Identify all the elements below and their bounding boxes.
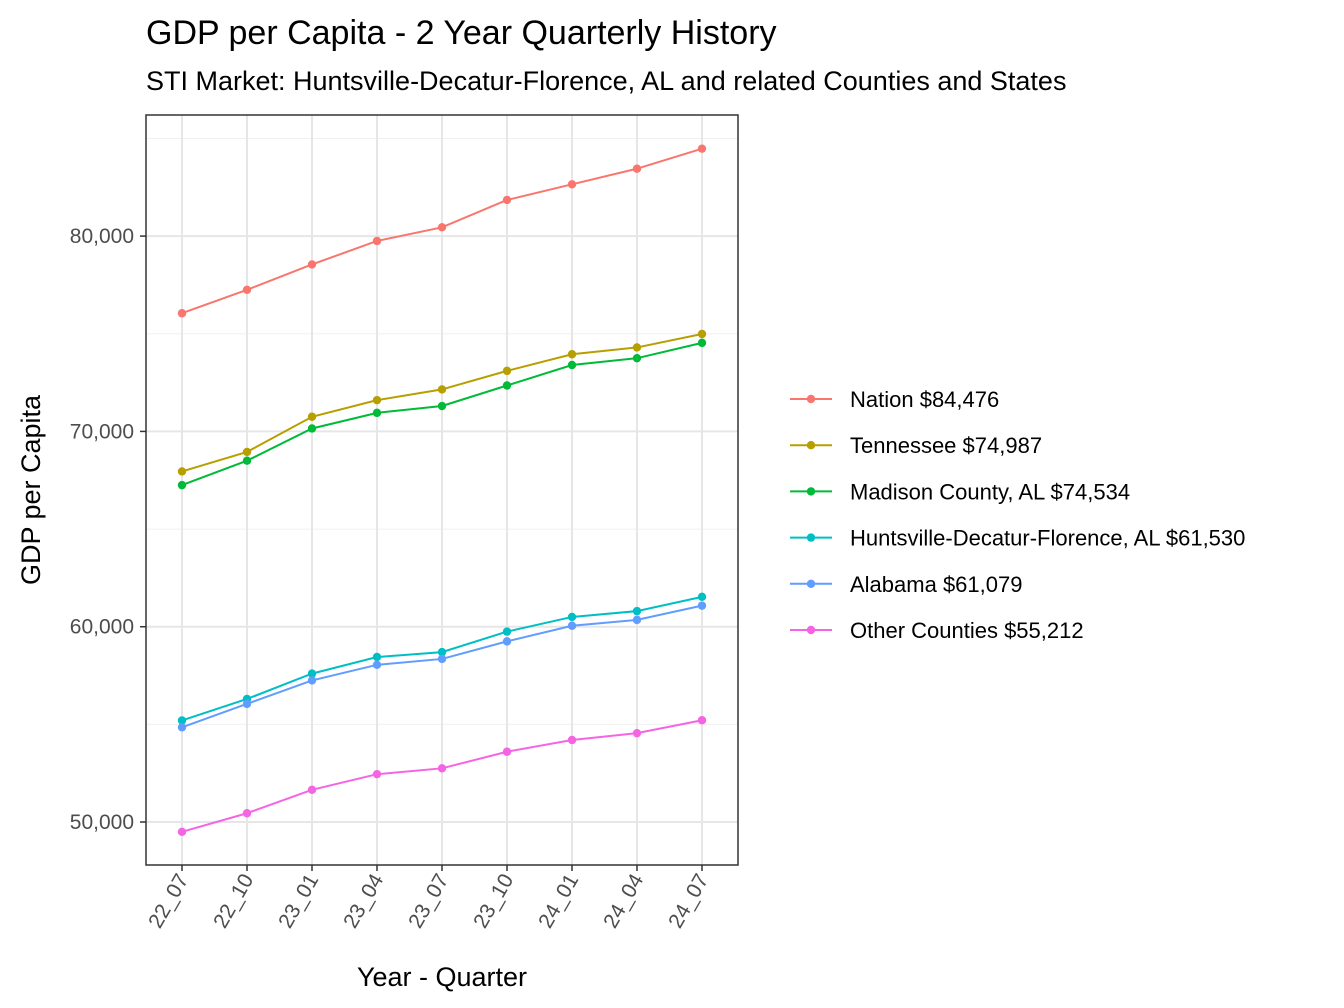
data-point (437, 647, 447, 657)
data-point (372, 769, 382, 779)
data-point (697, 338, 707, 348)
x-tick-label: 22_07 (144, 870, 193, 932)
data-point (697, 601, 707, 610)
data-point (177, 480, 187, 490)
data-point (632, 615, 642, 625)
x-tick-label: 23_01 (274, 870, 323, 932)
legend-label: Nation $84,476 (850, 387, 999, 412)
data-point (242, 809, 252, 818)
data-point (372, 236, 382, 246)
x-axis-title: Year - Quarter (357, 962, 527, 992)
data-point (502, 747, 512, 756)
data-point (372, 408, 382, 418)
x-tick-label: 22_10 (209, 870, 258, 932)
data-point (502, 195, 512, 205)
data-point (502, 627, 512, 636)
data-point (632, 164, 642, 173)
data-point (177, 716, 187, 725)
legend-label: Huntsville-Decatur-Florence, AL $61,530 (850, 526, 1245, 551)
data-point (502, 366, 512, 376)
data-point (242, 447, 252, 457)
legend-label: Alabama $61,079 (850, 572, 1022, 597)
data-point (307, 260, 317, 269)
data-point (632, 606, 642, 616)
series-lines (177, 144, 707, 836)
chart-subtitle: STI Market: Huntsville-Decatur-Florence,… (146, 66, 1066, 96)
data-point (567, 612, 577, 622)
data-point (697, 716, 707, 725)
data-point (502, 381, 512, 390)
data-point (437, 223, 447, 232)
y-tick-label: 80,000 (70, 225, 134, 248)
data-point (177, 723, 187, 732)
legend-label: Other Counties $55,212 (850, 618, 1084, 643)
data-point (502, 637, 512, 646)
data-point (177, 467, 187, 476)
data-point (567, 350, 577, 359)
legend-key-point (806, 441, 816, 450)
legend-key-point (806, 625, 816, 635)
data-point (567, 180, 577, 189)
x-tick-label: 24_04 (599, 870, 648, 932)
data-point (307, 785, 317, 795)
data-point (372, 660, 382, 670)
data-point (437, 654, 447, 664)
data-point (632, 343, 642, 352)
data-point (567, 360, 577, 370)
legend-key-point (806, 579, 816, 588)
data-point (307, 676, 317, 685)
data-point (567, 735, 577, 745)
data-point (307, 424, 317, 433)
data-point (437, 385, 447, 394)
y-axis-title: GDP per Capita (16, 394, 46, 585)
plot-panel-border (145, 114, 739, 866)
legend-label: Tennessee $74,987 (850, 433, 1042, 458)
y-tick-label: 70,000 (70, 420, 134, 443)
data-point (632, 728, 642, 738)
x-tick-label: 24_01 (534, 870, 583, 932)
data-point (177, 309, 187, 318)
data-point (242, 285, 252, 295)
data-point (697, 329, 707, 339)
legend-key-point (806, 394, 816, 404)
y-tick-label: 60,000 (70, 616, 134, 639)
legend-label: Madison County, AL $74,534 (850, 479, 1130, 504)
data-point (632, 353, 642, 363)
data-point (242, 699, 252, 709)
legend-key-point (806, 533, 816, 542)
data-point (372, 395, 382, 405)
x-tick-label: 24_07 (664, 870, 713, 932)
legend-key-point (806, 487, 816, 496)
y-tick-label: 50,000 (70, 811, 134, 834)
data-point (372, 652, 382, 662)
x-tick-label: 23_10 (469, 870, 518, 932)
data-point (437, 764, 447, 773)
data-point (177, 827, 187, 836)
data-point (307, 412, 317, 421)
chart-title: GDP per Capita - 2 Year Quarterly Histor… (146, 14, 777, 52)
x-tick-label: 23_04 (339, 870, 388, 932)
legend: Nation $84,476 Tennessee $74,987 Madison C… (790, 387, 1245, 643)
data-point (307, 669, 317, 678)
data-point (697, 144, 707, 153)
data-point (242, 456, 252, 465)
data-point (567, 621, 577, 630)
x-tick-label: 23_07 (404, 870, 453, 932)
axes: 50,000 60,000 70,000 80,000 22_07 22_10 23_01 2… (70, 225, 714, 932)
data-point (697, 592, 707, 602)
data-point (437, 401, 447, 411)
